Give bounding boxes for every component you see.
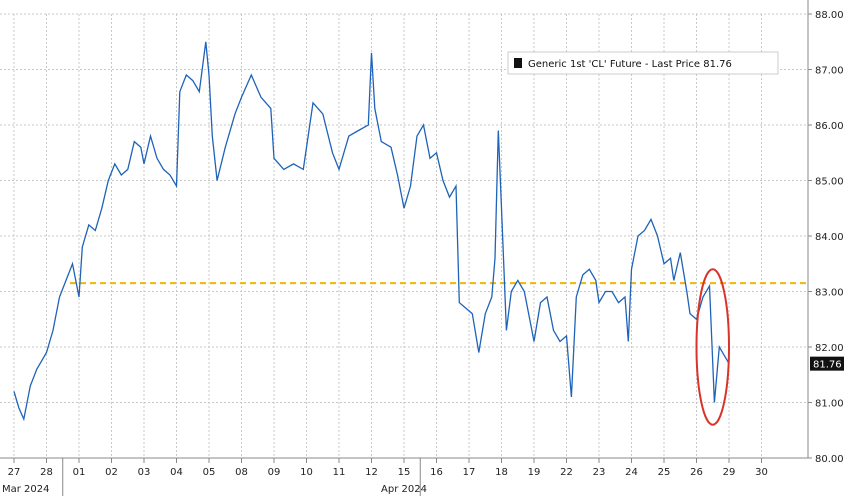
legend: Generic 1st 'CL' Future - Last Price 81.…: [507, 51, 779, 75]
x-tick-label: 10: [300, 467, 313, 478]
y-tick-label: 82.00: [815, 343, 844, 354]
last-price-tag-background: [810, 356, 844, 371]
x-tick-label: 01: [73, 467, 86, 478]
y-tick-label: 81.00: [815, 399, 844, 410]
x-tick-label: 27: [8, 467, 21, 478]
x-tick-label: 22: [560, 467, 573, 478]
x-axis: 27 28 01 02 03 04 05 08 09 10 11 12 15 16 17 18 19 22 23 24…: [2, 458, 768, 496]
x-tick-label: 11: [333, 467, 346, 478]
x-tick-label: 16: [430, 467, 443, 478]
x-tick-label: 29: [723, 467, 736, 478]
x-tick-label: 19: [528, 467, 541, 478]
y-tick-label: 85.00: [815, 177, 844, 188]
x-tick-label: 25: [658, 467, 671, 478]
y-axis: 80.00 81.00 82.00 83.00 84.00 85.00 86.00 87.00…: [808, 10, 844, 465]
x-tick-label: 05: [203, 467, 216, 478]
x-tick-label: 17: [463, 467, 476, 478]
y-tick-label: 83.00: [815, 288, 844, 299]
x-tick-label: 23: [593, 467, 606, 478]
legend-label: Generic 1st 'CL' Future - Last Price 81.…: [528, 59, 732, 70]
x-tick-label: 15: [398, 467, 411, 478]
x-tick-label: 18: [495, 467, 508, 478]
legend-swatch-icon: [514, 58, 522, 68]
y-tick-label: 86.00: [815, 121, 844, 132]
y-tick-label: 87.00: [815, 66, 844, 77]
last-price-tag: 81.76: [810, 356, 844, 371]
y-tick-label: 84.00: [815, 232, 844, 243]
x-tick-label: 12: [365, 467, 378, 478]
x-tick-label: 02: [105, 467, 118, 478]
x-tick-label: 24: [625, 467, 638, 478]
x-tick-label: 03: [138, 467, 151, 478]
y-tick-label: 88.00: [815, 10, 844, 21]
x-tick-label: 30: [755, 467, 768, 478]
x-tick-label: 26: [690, 467, 703, 478]
y-tick-label: 80.00: [815, 454, 844, 465]
last-price-tag-text: 81.76: [813, 360, 842, 371]
x-month-label: Apr 2024: [381, 484, 427, 495]
x-month-label: Mar 2024: [2, 484, 50, 495]
x-tick-label: 09: [268, 467, 281, 478]
legend-box: [507, 51, 779, 75]
price-series-line: [13, 41, 730, 422]
highlight-ellipse: [695, 268, 730, 426]
x-tick-label: 04: [170, 467, 183, 478]
x-tick-label: 08: [235, 467, 248, 478]
x-tick-label: 28: [40, 467, 53, 478]
